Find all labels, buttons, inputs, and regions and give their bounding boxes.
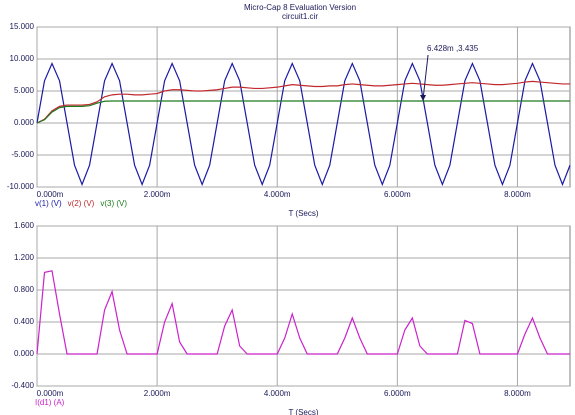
series-line xyxy=(36,80,570,124)
y-tick-label: -10.000 xyxy=(7,182,35,191)
x-tick-label: 2.000m xyxy=(144,389,171,398)
y-tick-label: 0.400 xyxy=(14,317,35,326)
y-tick-label: -0.400 xyxy=(11,381,34,390)
legend-entry: v(2) (V) xyxy=(68,199,95,208)
x-tick-label: 0.000m xyxy=(37,190,64,199)
plot-area xyxy=(36,26,571,188)
y-tick-label: 0.000 xyxy=(14,118,35,127)
annotation: 6.428m ,3.435 xyxy=(427,44,479,53)
x-tick-label: 2.000m xyxy=(144,190,171,199)
legend-entry: v(1) (V) xyxy=(35,199,62,208)
x-tick-label: 4.000m xyxy=(264,389,291,398)
chart-subtitle: circuit1.cir xyxy=(282,12,318,21)
y-tick-label: -5.000 xyxy=(11,150,34,159)
y-tick-label: 1.200 xyxy=(14,253,35,262)
y-tick-label: 15.000 xyxy=(10,22,35,31)
x-tick-label: 0.000m xyxy=(37,389,64,398)
series-line xyxy=(36,270,570,355)
legend-entry: v(3) (V) xyxy=(100,199,127,208)
chart-title: Micro-Cap 8 Evaluation Version xyxy=(244,3,356,12)
series-line xyxy=(36,100,570,124)
plot-area xyxy=(36,225,571,387)
x-axis-label: T (Secs) xyxy=(288,209,318,218)
y-tick-label: 5.000 xyxy=(14,86,35,95)
y-tick-label: 0.000 xyxy=(14,349,35,358)
x-tick-label: 8.000m xyxy=(504,389,531,398)
x-tick-label: 8.000m xyxy=(504,190,531,199)
x-tick-label: 4.000m xyxy=(264,190,291,199)
series-line xyxy=(36,61,571,187)
x-tick-label: 6.000m xyxy=(384,190,411,199)
x-axis-label: T (Secs) xyxy=(288,408,318,415)
annotation-arrow xyxy=(422,54,429,100)
x-tick-label: 6.000m xyxy=(384,389,411,398)
y-tick-label: 10.000 xyxy=(10,54,35,63)
y-tick-label: 0.800 xyxy=(14,285,35,294)
annotation-point xyxy=(420,95,427,102)
legend-entry: I(d1) (A) xyxy=(35,398,65,407)
y-tick-label: 1.600 xyxy=(14,221,35,230)
